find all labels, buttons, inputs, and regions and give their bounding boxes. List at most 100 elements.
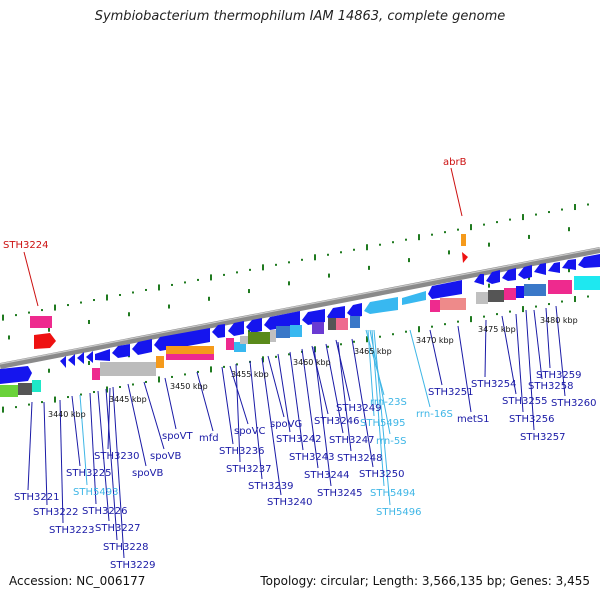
gene-block[interactable]	[504, 288, 516, 300]
gene-block[interactable]	[228, 321, 244, 336]
gene-block[interactable]	[77, 352, 84, 364]
gene-block[interactable]	[132, 339, 152, 355]
gene-block[interactable]	[488, 290, 504, 302]
gene-block[interactable]	[428, 280, 462, 299]
gene-block[interactable]	[534, 263, 546, 275]
gene-block[interactable]	[18, 383, 32, 395]
gene-label-STH5496[interactable]: STH5496	[376, 507, 421, 518]
gene-block[interactable]	[212, 324, 225, 338]
feature-abrB[interactable]	[450, 167, 468, 263]
gene-block[interactable]	[100, 362, 156, 376]
gene-block[interactable]	[350, 316, 360, 328]
gene-label-STH3248[interactable]: STH3248	[337, 453, 382, 464]
gene-block[interactable]	[276, 326, 290, 338]
gene-label-spoVB2[interactable]: spoVB	[132, 468, 164, 479]
gene-block[interactable]	[68, 354, 75, 366]
gene-label-STH5495[interactable]: STH5495	[360, 418, 405, 429]
gene-label-spoVG[interactable]: spoVG	[270, 419, 302, 430]
gene-block[interactable]	[32, 380, 41, 392]
gene-block[interactable]	[336, 318, 348, 330]
gene-block[interactable]	[86, 351, 93, 363]
gene-label-spoVT[interactable]: spoVT	[162, 431, 194, 442]
label-STH3224[interactable]: STH3224	[3, 240, 48, 251]
gene-block[interactable]	[516, 286, 524, 298]
gene-label-STH3254[interactable]: STH3254	[471, 379, 516, 390]
gene-block[interactable]	[226, 338, 234, 350]
gene-block[interactable]	[524, 284, 546, 296]
gene-label-STH3256[interactable]: STH3256	[509, 414, 554, 425]
gene-label-STH3227[interactable]: STH3227	[95, 523, 140, 534]
gene-block[interactable]	[156, 356, 164, 368]
gene-label-STH3223[interactable]: STH3223	[49, 525, 94, 536]
gene-block[interactable]	[60, 356, 66, 368]
gene-label-spoVC[interactable]: spoVC	[234, 426, 266, 437]
gene-block[interactable]	[486, 270, 500, 284]
gene-label-STH3249[interactable]: STH3249	[336, 403, 381, 414]
gene-label-STH3243[interactable]: STH3243	[289, 452, 334, 463]
gene-block[interactable]	[562, 259, 576, 270]
gene-block[interactable]	[327, 306, 345, 321]
gene-label-STH3251[interactable]: STH3251	[428, 387, 473, 398]
gene-block[interactable]	[234, 342, 246, 352]
gene-label-metS1[interactable]: metS1	[457, 414, 490, 425]
gene-label-STH3229[interactable]: STH3229	[110, 560, 155, 571]
gene-block[interactable]	[476, 292, 488, 304]
gene-label-STH5494[interactable]: STH5494	[370, 488, 415, 499]
gene-block[interactable]	[474, 274, 484, 285]
gene-label-STH5493[interactable]: STH5493	[73, 487, 118, 498]
gene-block[interactable]	[248, 332, 270, 344]
gene-block[interactable]	[240, 336, 248, 344]
gene-label-rrn-16S[interactable]: rrn-16S	[416, 409, 453, 420]
gene-block[interactable]	[518, 265, 532, 279]
rrna-block[interactable]	[402, 291, 426, 305]
gene-label-STH3239[interactable]: STH3239	[248, 481, 293, 492]
gene-label-STH3237[interactable]: STH3237	[226, 464, 271, 475]
gene-label-STH3230[interactable]: STH3230	[94, 451, 139, 462]
gene-block[interactable]	[154, 328, 210, 351]
label-abrB[interactable]: abrB	[443, 157, 467, 168]
gene-label-STH3259[interactable]: STH3259	[536, 370, 581, 381]
gene-block[interactable]	[92, 368, 100, 380]
gene-label-STH3226[interactable]: STH3226	[82, 506, 127, 517]
gene-block[interactable]	[574, 276, 600, 290]
gene-label-STH3257[interactable]: STH3257	[520, 432, 565, 443]
gene-block[interactable]	[166, 354, 214, 360]
gene-label-STH3245[interactable]: STH3245	[317, 488, 362, 499]
gene-label-STH3242[interactable]: STH3242	[276, 434, 321, 445]
gene-block[interactable]	[578, 254, 600, 268]
gene-label-STH3240[interactable]: STH3240	[267, 497, 312, 508]
gene-label-STH3244[interactable]: STH3244	[304, 470, 349, 481]
gene-block[interactable]	[246, 318, 262, 333]
gene-block[interactable]	[302, 309, 325, 325]
gene-block[interactable]	[440, 298, 466, 310]
gene-label-STH3255[interactable]: STH3255	[502, 396, 547, 407]
gene-block[interactable]	[347, 303, 362, 318]
gene-block[interactable]	[0, 385, 18, 397]
gene-label-STH3260[interactable]: STH3260	[551, 398, 596, 409]
feature-STH3224[interactable]	[23, 251, 56, 349]
gene-block[interactable]	[290, 325, 302, 337]
gene-block[interactable]	[328, 318, 336, 330]
gene-block[interactable]	[270, 330, 276, 342]
gene-label-STH3247[interactable]: STH3247	[329, 435, 374, 446]
gene-label-mfd[interactable]: mfd	[199, 433, 219, 444]
gene-label-rrn-5S[interactable]: rrn-5S	[376, 436, 407, 447]
rrna-block[interactable]	[364, 297, 398, 314]
gene-block[interactable]	[548, 280, 572, 294]
gene-block[interactable]	[548, 262, 560, 273]
gene-block[interactable]	[430, 300, 440, 312]
gene-label-STH3225[interactable]: STH3225	[66, 468, 111, 479]
gene-label-STH3246[interactable]: STH3246	[314, 416, 359, 427]
gene-block[interactable]	[0, 366, 32, 384]
gene-block[interactable]	[312, 322, 324, 334]
gene-block[interactable]	[502, 268, 516, 281]
gene-label-rrn-23S[interactable]: rrn-23S	[370, 397, 407, 408]
gene-block[interactable]	[166, 346, 214, 354]
gene-label-STH3221[interactable]: STH3221	[14, 492, 59, 503]
gene-block[interactable]	[112, 344, 130, 358]
gene-label-STH3250[interactable]: STH3250	[359, 469, 404, 480]
gene-label-STH3222[interactable]: STH3222	[33, 507, 78, 518]
gene-block[interactable]	[95, 349, 110, 361]
gene-label-STH3236[interactable]: STH3236	[219, 446, 264, 457]
gene-label-spoVB[interactable]: spoVB	[150, 451, 182, 462]
